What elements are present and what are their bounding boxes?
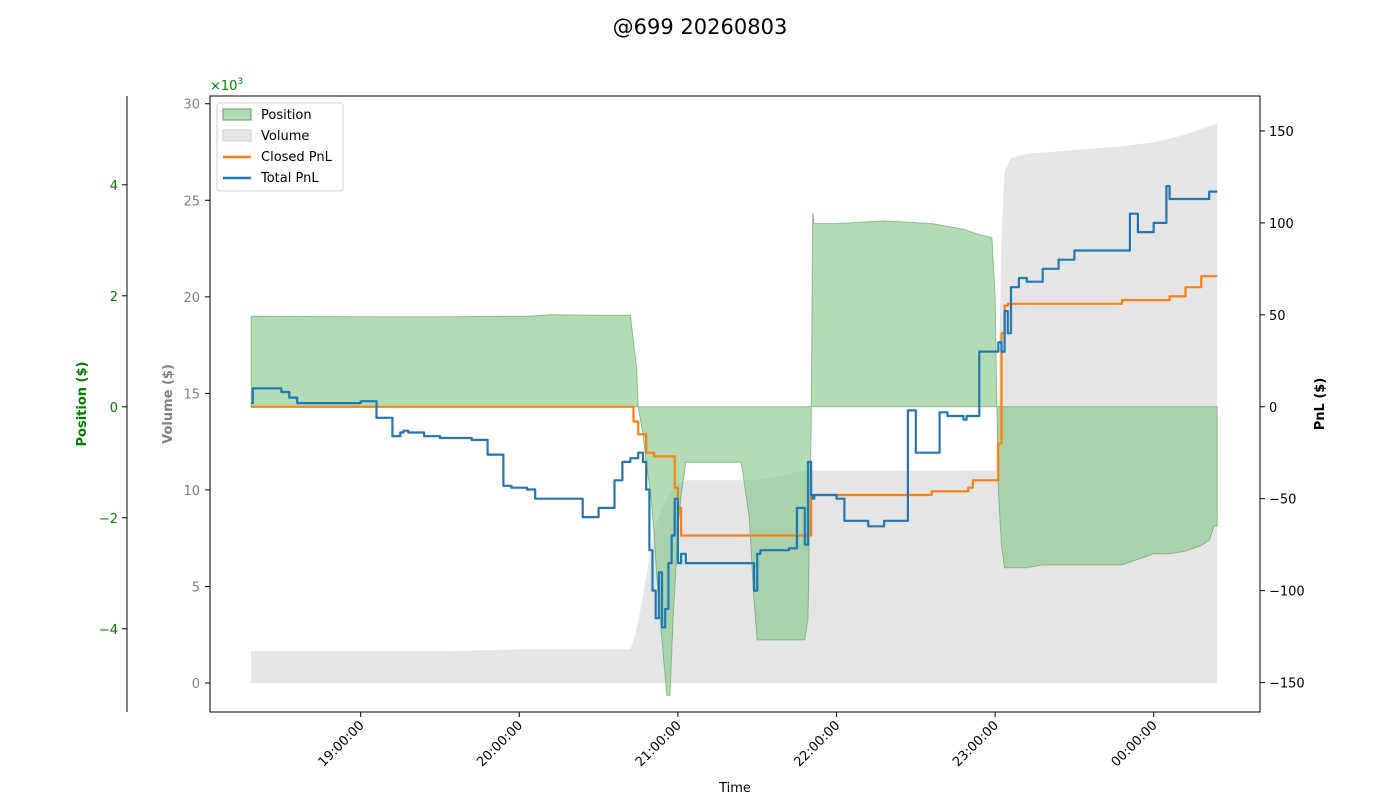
pnl-tick-label: 0 (1269, 401, 1277, 416)
legend-label-closed-pnl: Closed PnL (261, 150, 333, 165)
legend-swatch-volume (222, 129, 252, 142)
x-axis-label: Time (718, 781, 751, 796)
volume-tick-label: 5 (192, 580, 200, 595)
plot-frame (209, 95, 1261, 713)
pnl-tick-label: 150 (1269, 125, 1294, 140)
position-scale-label: ×103 (210, 77, 243, 94)
x-tick-label: 20:00:00 (474, 718, 526, 770)
pnl-axis: 150 100 50 0 −50 −100 −150 (1260, 125, 1305, 692)
position-tick-label: 2 (110, 290, 118, 305)
pnl-tick-label: −100 (1269, 585, 1305, 600)
legend-label-volume: Volume (261, 129, 309, 144)
volume-axis-label: Volume ($) (161, 364, 176, 444)
volume-tick-label: 0 (192, 677, 200, 692)
position-tick-label: 0 (110, 401, 118, 416)
legend-label-total-pnl: Total PnL (260, 171, 319, 186)
legend-swatch-position (222, 108, 252, 121)
volume-tick-label: 15 (183, 387, 200, 402)
position-axis: 4 2 0 −2 −4 (99, 96, 128, 712)
x-tick-label: 00:00:00 (1109, 718, 1161, 770)
pnl-tick-label: −150 (1269, 677, 1305, 692)
pnl-axis-label: PnL ($) (1313, 378, 1328, 431)
closed-pnl-line (251, 275, 1218, 537)
position-layer (250, 212, 1218, 696)
volume-axis: 0 5 10 15 20 25 30 (183, 98, 210, 692)
position-tick-label: −4 (99, 623, 118, 638)
volume-tick-label: 25 (183, 194, 200, 209)
x-tick-label: 19:00:00 (316, 718, 368, 770)
legend-label-position: Position (261, 108, 312, 123)
volume-area (251, 124, 1218, 683)
volume-tick-label: 10 (183, 484, 200, 499)
position-tick-label: −2 (99, 512, 118, 527)
volume-tick-label: 20 (183, 291, 200, 306)
total-pnl-layer (251, 185, 1218, 629)
pnl-tick-label: 100 (1269, 217, 1294, 232)
legend-box (216, 102, 344, 192)
x-tick-label: 21:00:00 (633, 718, 685, 770)
volume-tick-label: 30 (183, 98, 200, 113)
pnl-tick-label: −50 (1269, 493, 1296, 508)
x-tick-label: 22:00:00 (791, 718, 843, 770)
chart-title: @699 20260803 (613, 15, 788, 39)
legend: Position Volume Closed PnL Total PnL (216, 102, 344, 192)
closed-pnl-layer (251, 275, 1218, 537)
position-area (250, 212, 1218, 696)
x-tick-label: 23:00:00 (950, 718, 1002, 770)
total-pnl-line (251, 185, 1218, 629)
pnl-tick-label: 50 (1269, 309, 1286, 324)
x-axis: 19:00:00 20:00:00 21:00:00 22:00:00 23:00:00… (316, 712, 1161, 770)
volume-layer (251, 124, 1218, 683)
position-tick-label: 4 (110, 179, 118, 194)
position-axis-label: Position ($) (75, 362, 90, 447)
